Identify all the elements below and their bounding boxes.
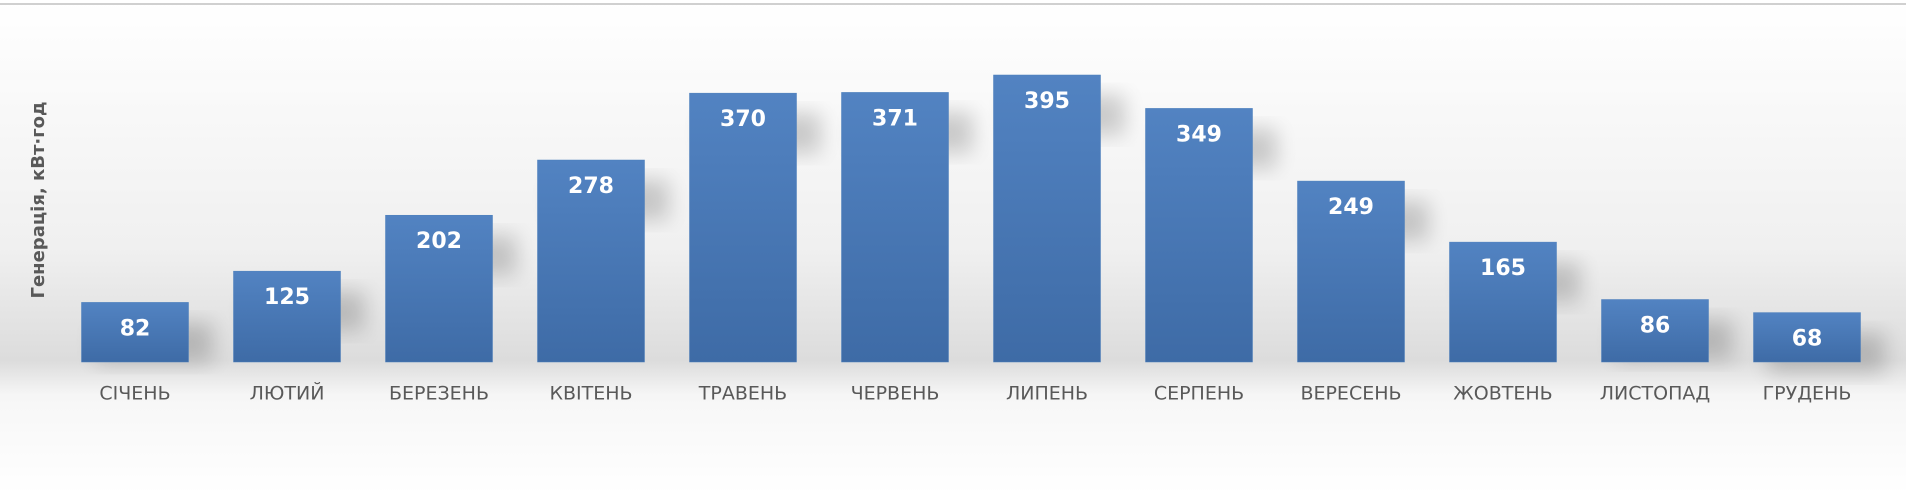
x-tick-label: КВІТЕНЬ (549, 383, 632, 405)
bar (1601, 299, 1709, 363)
x-tick-label: ЛИПЕНЬ (1006, 383, 1088, 405)
x-tick-label: БЕРЕЗЕНЬ (389, 383, 489, 405)
x-tick-label: СІЧЕНЬ (99, 383, 170, 405)
value-label: 395 (1024, 89, 1070, 114)
bar (841, 92, 949, 363)
value-label: 165 (1480, 256, 1526, 281)
x-tick-label: СЕРПЕНЬ (1154, 383, 1244, 405)
bar (81, 302, 189, 363)
value-label: 68 (1792, 327, 1823, 352)
x-tick-label: ВЕРЕСЕНЬ (1300, 383, 1401, 405)
x-tick-label: ЛИСТОПАД (1600, 383, 1710, 405)
value-label: 371 (872, 106, 918, 131)
bar (1297, 180, 1405, 363)
value-label: 82 (120, 316, 151, 341)
x-tick-label: ТРАВЕНЬ (698, 383, 787, 405)
value-label: 349 (1176, 122, 1222, 147)
value-label: 125 (264, 285, 310, 310)
value-label: 202 (416, 229, 462, 254)
value-label: 370 (720, 107, 766, 132)
value-label: 249 (1328, 195, 1374, 220)
bar (385, 214, 493, 363)
value-label: 278 (568, 174, 614, 199)
y-axis-title: Генерація, кВт·год (28, 101, 49, 298)
x-tick-label: ЛЮТИЙ (250, 382, 325, 405)
x-tick-label: ГРУДЕНЬ (1763, 383, 1852, 405)
bar (1145, 108, 1253, 363)
x-tick-label: ЧЕРВЕНЬ (851, 383, 940, 405)
bar (1753, 312, 1861, 363)
x-tick-label: ЖОВТЕНЬ (1453, 383, 1552, 405)
bar (233, 270, 341, 363)
bar (993, 74, 1101, 363)
bar (537, 159, 645, 363)
bar (1449, 241, 1557, 363)
value-label: 86 (1640, 314, 1671, 339)
bar (689, 92, 797, 363)
